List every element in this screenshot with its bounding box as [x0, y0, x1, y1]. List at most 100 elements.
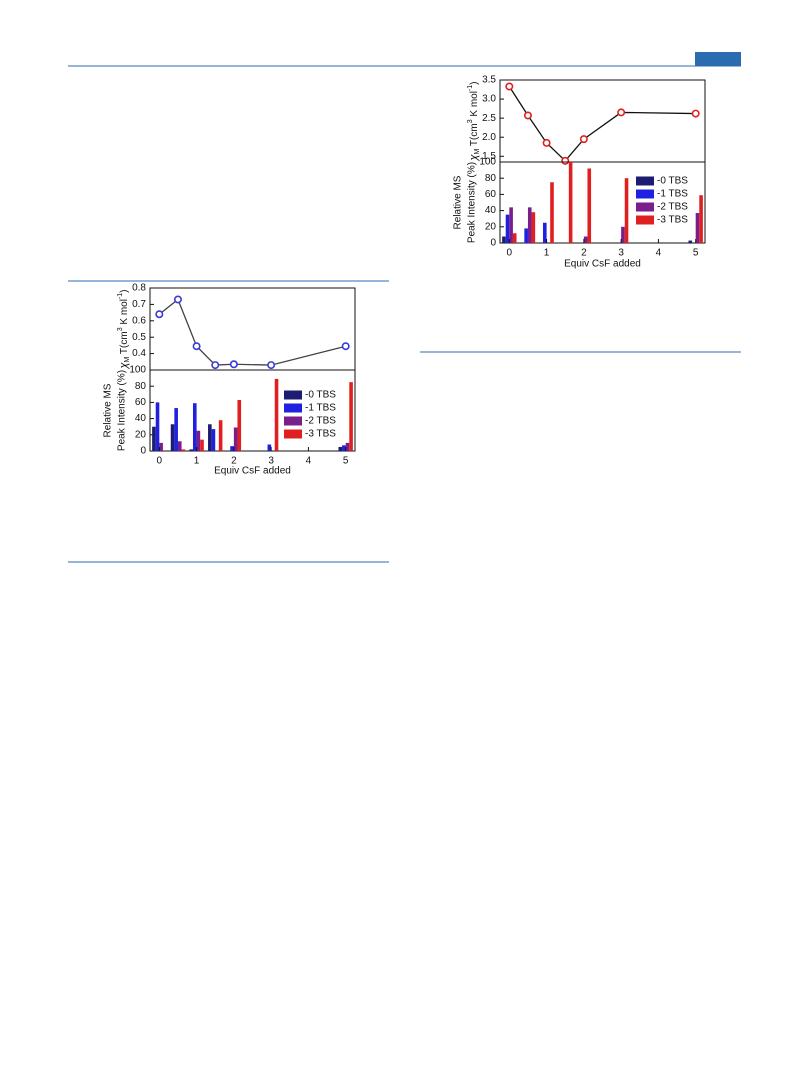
y-axis-label-part: K mol: [469, 91, 480, 119]
legend-swatch: [284, 416, 302, 426]
y-axis-label-part: ): [119, 289, 130, 292]
y-tick-label: 2.5: [482, 113, 496, 124]
y-axis-label: χM T(cm3 K mol-1): [467, 81, 481, 161]
legend-swatch: [284, 390, 302, 400]
x-axis-label: Equiv CsF added: [214, 466, 291, 477]
legend-label: -1 TBS: [657, 189, 688, 200]
y-axis-label: Peak Intensity (%): [467, 162, 478, 243]
y-tick-label: 100: [479, 157, 496, 168]
data-point: [267, 361, 276, 370]
bar: [274, 378, 279, 451]
bar: [192, 403, 197, 451]
bar: [152, 426, 156, 451]
x-tick-label: 2: [581, 248, 587, 259]
bar: [587, 168, 592, 243]
bar: [181, 449, 186, 451]
y-tick-label: 2.0: [482, 132, 496, 143]
bar: [267, 444, 272, 451]
bar: [338, 446, 343, 451]
x-tick-label: 2: [231, 456, 237, 467]
x-tick-label: 3: [268, 456, 274, 467]
bar: [524, 228, 528, 243]
x-tick-label: 3: [618, 248, 624, 259]
bar: [699, 195, 703, 243]
legend-label: -2 TBS: [657, 202, 688, 213]
y-tick-label: 0: [140, 446, 146, 457]
y-tick-label: 0.6: [132, 315, 146, 326]
bar: [208, 424, 212, 451]
y-axis-label-part: T(cm: [469, 123, 480, 148]
bar: [237, 399, 242, 451]
plot-frame: [499, 161, 706, 244]
data-point: [155, 310, 164, 319]
bar: [189, 449, 193, 451]
bar: [509, 207, 513, 243]
y-tick-label: 0.7: [132, 299, 146, 310]
bar: [200, 439, 204, 451]
plot-frame: [149, 369, 356, 452]
bar: [621, 226, 625, 243]
bar: [688, 240, 693, 243]
x-tick-label: 0: [157, 456, 163, 467]
data-point: [229, 360, 238, 369]
data-point: [579, 135, 588, 144]
x-axis-label: Equiv CsF added: [564, 259, 641, 270]
bar: [695, 213, 700, 243]
y-tick-label: 0.5: [132, 332, 146, 343]
y-axis-label-part: 3: [117, 327, 124, 331]
bar: [174, 408, 178, 451]
x-tick-label: 5: [693, 248, 699, 259]
x-tick-label: 5: [343, 456, 349, 467]
y-tick-label: 0.4: [132, 348, 146, 359]
y-tick-label: 80: [135, 381, 147, 392]
legend-label: -3 TBS: [305, 429, 336, 440]
data-line: [508, 86, 696, 162]
y-tick-label: 20: [135, 429, 147, 440]
legend-swatch: [284, 429, 302, 439]
header-tab: [695, 52, 741, 66]
data-point: [505, 82, 514, 91]
data-point: [542, 138, 551, 147]
bar: [233, 427, 238, 451]
legend-label: -0 TBS: [305, 390, 336, 401]
legend-swatch: [636, 215, 654, 225]
bar: [531, 212, 536, 243]
y-axis-label-part: M: [124, 357, 131, 363]
y-axis-label-part: M: [474, 149, 481, 155]
y-tick-label: 0.8: [132, 283, 146, 294]
plot-frame: [499, 79, 706, 163]
y-axis-label-part: K mol: [119, 299, 130, 327]
y-axis-label-part: T(cm: [119, 331, 130, 356]
y-axis-label-part: -1: [117, 293, 124, 299]
y-tick-label: 20: [485, 221, 497, 232]
legend-swatch: [636, 202, 654, 212]
data-point: [561, 156, 570, 165]
y-tick-label: 60: [485, 189, 497, 200]
legend-swatch: [284, 403, 302, 413]
bar: [568, 162, 573, 243]
data-point: [173, 295, 182, 304]
y-tick-label: 80: [485, 173, 497, 184]
legend-swatch: [636, 176, 654, 186]
y-axis-label: Relative MS: [453, 175, 464, 229]
bar: [345, 442, 350, 451]
bar: [550, 182, 554, 243]
bar: [512, 233, 517, 243]
x-tick-label: 1: [544, 248, 550, 259]
bar: [170, 424, 175, 451]
bar: [159, 442, 163, 451]
bar: [177, 441, 182, 451]
y-axis-label-part: χ: [468, 154, 480, 162]
y-axis-label: Relative MS: [103, 383, 114, 437]
data-point: [691, 109, 700, 118]
data-line: [158, 298, 346, 366]
y-tick-label: 3.0: [482, 94, 496, 105]
x-tick-label: 0: [507, 248, 513, 259]
y-tick-label: 100: [129, 365, 146, 376]
data-point: [211, 361, 220, 370]
y-axis-label-part: ): [469, 81, 480, 84]
y-tick-label: 0: [490, 238, 496, 249]
bar: [155, 402, 160, 451]
y-tick-label: 60: [135, 397, 147, 408]
y-tick-label: 3.5: [482, 75, 496, 86]
